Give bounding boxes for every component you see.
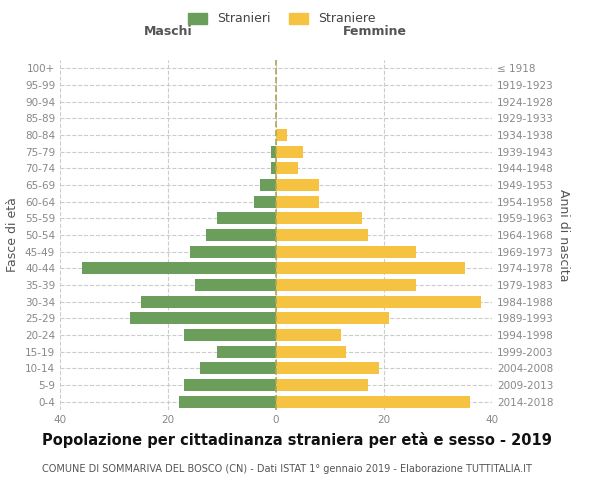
Bar — [179, 396, 276, 407]
Bar — [276, 146, 303, 158]
Bar — [276, 396, 470, 407]
Text: Femmine: Femmine — [343, 24, 407, 38]
Bar — [276, 296, 481, 308]
Bar — [276, 129, 287, 141]
Bar — [206, 229, 276, 241]
Bar — [260, 179, 276, 191]
Bar — [82, 262, 276, 274]
Y-axis label: Anni di nascita: Anni di nascita — [557, 188, 570, 281]
Bar — [276, 262, 465, 274]
Bar — [276, 179, 319, 191]
Text: COMUNE DI SOMMARIVA DEL BOSCO (CN) - Dati ISTAT 1° gennaio 2019 - Elaborazione T: COMUNE DI SOMMARIVA DEL BOSCO (CN) - Dat… — [42, 464, 532, 474]
Bar — [217, 346, 276, 358]
Text: Popolazione per cittadinanza straniera per età e sesso - 2019: Popolazione per cittadinanza straniera p… — [42, 432, 552, 448]
Bar — [276, 279, 416, 291]
Bar — [200, 362, 276, 374]
Bar — [276, 196, 319, 207]
Bar — [276, 379, 368, 391]
Text: Maschi: Maschi — [143, 24, 193, 38]
Bar — [217, 212, 276, 224]
Bar — [276, 229, 368, 241]
Bar — [276, 362, 379, 374]
Legend: Stranieri, Straniere: Stranieri, Straniere — [185, 8, 379, 29]
Bar — [271, 146, 276, 158]
Bar — [184, 379, 276, 391]
Bar — [276, 246, 416, 258]
Bar — [184, 329, 276, 341]
Bar — [271, 162, 276, 174]
Bar — [254, 196, 276, 207]
Bar — [276, 312, 389, 324]
Bar — [276, 162, 298, 174]
Bar — [276, 212, 362, 224]
Bar — [195, 279, 276, 291]
Bar — [276, 329, 341, 341]
Bar — [276, 346, 346, 358]
Bar — [190, 246, 276, 258]
Bar — [141, 296, 276, 308]
Y-axis label: Fasce di età: Fasce di età — [7, 198, 19, 272]
Bar — [130, 312, 276, 324]
